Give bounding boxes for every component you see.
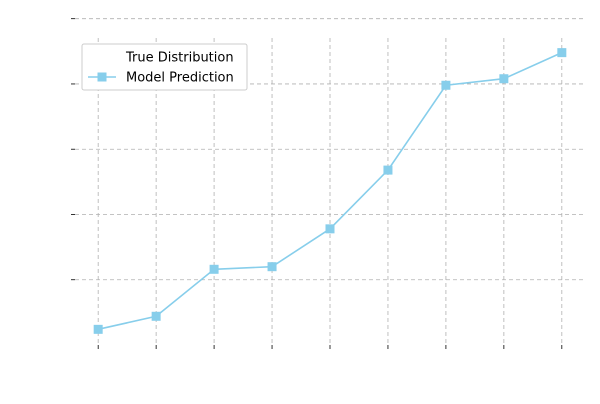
data-point-model-prediction-6	[383, 165, 393, 175]
legend-entry-model-prediction: Model Prediction	[88, 71, 234, 86]
legend: True Distribution Model Prediction	[81, 43, 248, 91]
data-point-model-prediction-9	[557, 48, 567, 58]
data-point-model-prediction-5	[325, 224, 335, 234]
data-point-model-prediction-2	[151, 311, 161, 321]
data-point-model-prediction-3	[209, 264, 219, 274]
axis-ticks	[71, 18, 563, 349]
legend-entry-true-distribution: True Distribution	[88, 51, 234, 66]
data-point-model-prediction-4	[267, 262, 277, 272]
legend-frame	[81, 43, 248, 91]
data-point-model-prediction-8	[499, 74, 509, 84]
data-point-model-prediction-7	[441, 80, 451, 90]
legend-label-model-prediction: Model Prediction	[126, 71, 234, 86]
legend-marker-model-prediction	[97, 72, 107, 82]
data-point-model-prediction-1	[93, 324, 103, 334]
legend-label-true-distribution: True Distribution	[125, 51, 234, 66]
plot-area	[93, 48, 567, 334]
grid	[75, 18, 585, 345]
